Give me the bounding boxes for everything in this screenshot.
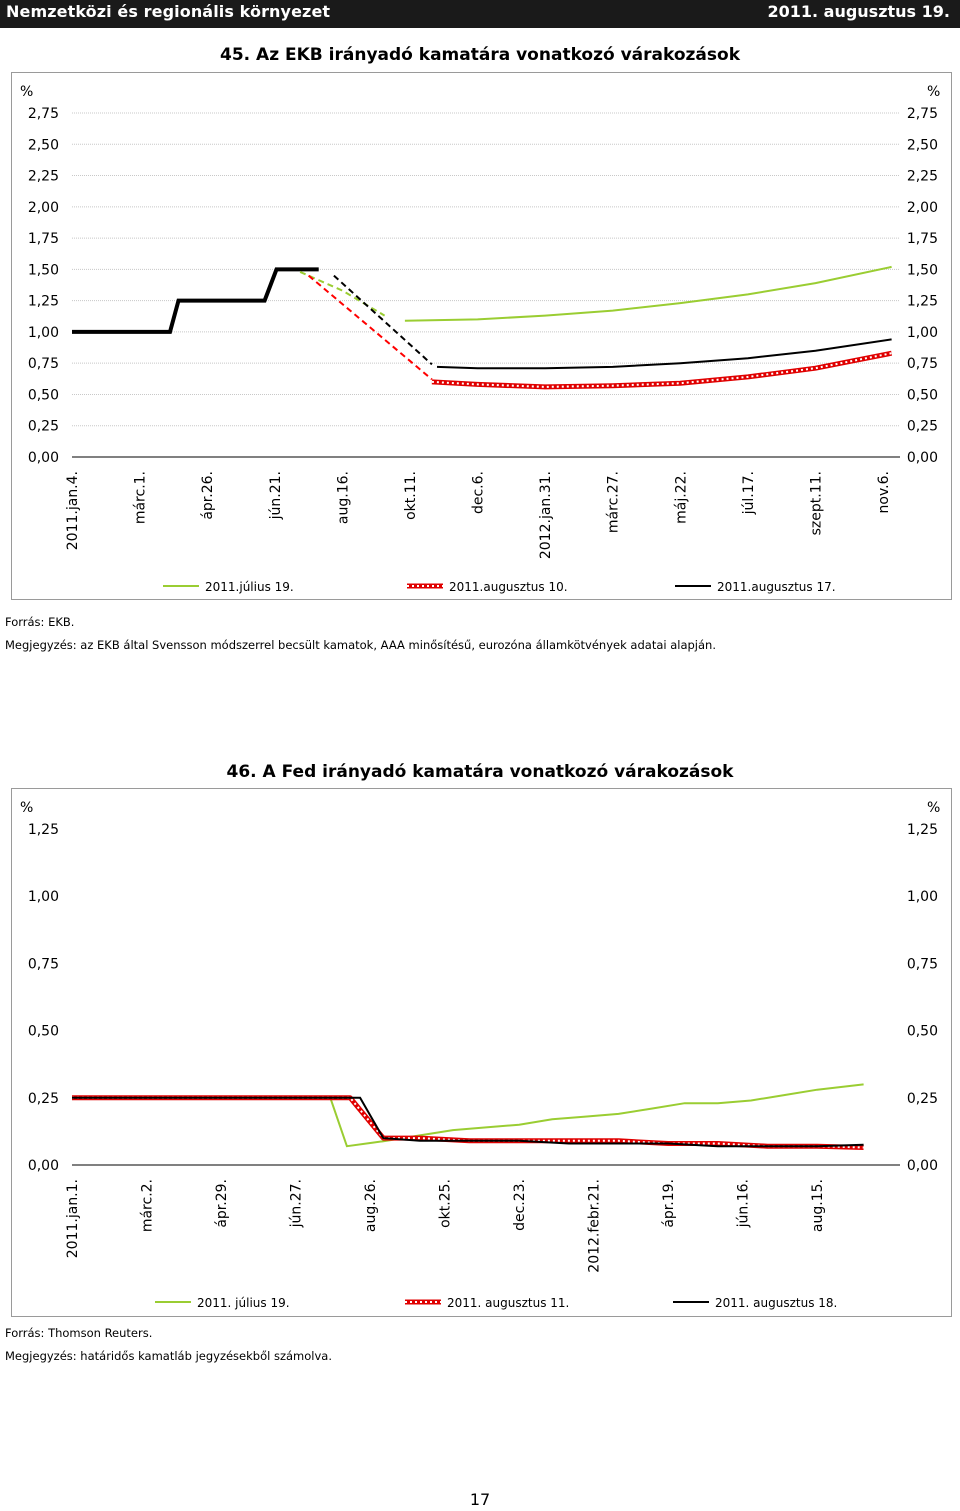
chart45-y-unit: % xyxy=(20,84,33,100)
page-header: Nemzetközi és regionális környezet 2011.… xyxy=(0,0,960,28)
chart46-x-tick-label: jún.16. xyxy=(736,1179,752,1228)
chart45-y-tick-label-right: 1,00 xyxy=(907,325,938,341)
chart46-x-tick-label: ápr.29. xyxy=(214,1179,230,1228)
chart45-y-tick-label: 1,75 xyxy=(28,231,59,247)
chart45-y-unit-right: % xyxy=(927,84,940,100)
chart45-y-tick-label: 2,00 xyxy=(28,200,59,216)
chart45-y-tick-label-right: 2,00 xyxy=(907,200,938,216)
chart45-x-tick-label: 2012.jan.31. xyxy=(538,471,554,559)
chart45-legend-label: 2011.július 19. xyxy=(205,580,294,594)
chart45-x-tick-label: szept.11. xyxy=(809,471,825,535)
chart46-title: 46. A Fed irányadó kamatára vonatkozó vá… xyxy=(226,762,734,782)
section-title: Nemzetközi és regionális környezet xyxy=(6,2,331,21)
chart46-y-tick-label-right: 0,00 xyxy=(907,1158,938,1174)
chart46-y-tick-label-right: 0,75 xyxy=(907,956,938,972)
chart46-legend-label: 2011. augusztus 18. xyxy=(715,1296,837,1310)
chart46-legend-label: 2011. augusztus 11. xyxy=(447,1296,569,1310)
chart45-series-line xyxy=(436,338,892,370)
chart45-x-tick-label: máj.22. xyxy=(673,471,689,524)
chart45-series-line xyxy=(404,265,892,322)
chart45-policy-rate-line xyxy=(72,267,319,334)
chart46-series-line xyxy=(72,1096,864,1148)
chart46-y-tick-label: 0,50 xyxy=(28,1024,59,1040)
chart46-y-unit-right: % xyxy=(927,800,940,816)
chart45-y-tick-label: 0,25 xyxy=(28,419,59,435)
chart45-y-tick-label-right: 0,75 xyxy=(907,356,938,372)
chart45-x-tick-label: dec.6. xyxy=(471,471,487,514)
chart46-y-tick-label: 0,00 xyxy=(28,1158,59,1174)
chart46-x-tick-label: okt.25. xyxy=(438,1179,454,1228)
chart46-x-tick-label: 2011.jan.1. xyxy=(65,1179,81,1258)
chart45-x-tick-label: nov.6. xyxy=(876,471,892,513)
chart45-frame xyxy=(11,72,952,600)
chart45-series-line-dashed xyxy=(333,274,433,366)
chart45-y-tick-label-right: 0,25 xyxy=(907,419,938,435)
chart45-y-tick-label-right: 0,00 xyxy=(907,450,938,466)
chart45-x-tick-label: okt.11. xyxy=(403,471,419,520)
chart45-legend-label: 2011.augusztus 17. xyxy=(717,580,836,594)
chart45-y-tick-label-right: 1,50 xyxy=(907,262,938,278)
chart45-x-tick-label: 2011.jan.4. xyxy=(65,471,81,550)
chart45-x-tick-label: júl.17. xyxy=(741,471,757,515)
chart46-y-tick-label-right: 1,00 xyxy=(907,889,938,905)
chart46-x-tick-label: ápr.19. xyxy=(661,1179,677,1228)
chart45-x-tick-label: márc.1. xyxy=(133,471,149,524)
chart45-x-tick-label: aug.16. xyxy=(335,471,351,524)
chart45-y-tick-label-right: 0,50 xyxy=(907,387,938,403)
chart45-y-tick-label: 2,25 xyxy=(28,169,59,185)
chart46-x-tick-label: aug.15. xyxy=(810,1179,826,1232)
chart45-y-tick-label-right: 2,75 xyxy=(907,106,938,122)
chart45-y-tick-label: 0,75 xyxy=(28,356,59,372)
chart45-y-tick-label-right: 1,25 xyxy=(907,294,938,310)
chart45-series-line-dashed xyxy=(307,274,433,381)
chart46-y-tick-label-right: 0,25 xyxy=(907,1091,938,1107)
chart46-y-tick-label: 0,75 xyxy=(28,956,59,972)
chart46-x-tick-label: dec.23. xyxy=(512,1179,528,1231)
chart46-y-tick-label: 0,25 xyxy=(28,1091,59,1107)
chart45-legend-label: 2011.augusztus 10. xyxy=(449,580,568,594)
chart46-y-unit: % xyxy=(20,800,33,816)
chart46-frame xyxy=(11,788,952,1317)
chart46-x-tick-label: aug.26. xyxy=(363,1179,379,1232)
chart45-y-tick-label: 0,00 xyxy=(28,450,59,466)
page-number: 17 xyxy=(469,1490,491,1509)
chart46-y-tick-label: 1,25 xyxy=(28,822,59,838)
chart46-x-tick-label: jún.27. xyxy=(289,1179,305,1228)
chart45-x-tick-label: jún.21. xyxy=(268,471,284,520)
chart46-series-line xyxy=(72,1083,864,1148)
chart46-plot: 0,00 0,00 0,25 0,25 0,50 0,50 0,75 0,75 1,00 1,00… xyxy=(20,800,940,1310)
chart45-y-tick-label: 0,50 xyxy=(28,387,59,403)
chart45-series-line xyxy=(431,350,893,390)
chart45-y-tick-label: 1,00 xyxy=(28,325,59,341)
chart45-x-tick-label: márc.27. xyxy=(606,471,622,533)
chart45-y-tick-label: 1,50 xyxy=(28,262,59,278)
chart45-y-tick-label: 2,50 xyxy=(28,137,59,153)
chart46-note: Megjegyzés: határidős kamatláb jegyzések… xyxy=(5,1349,332,1363)
chart46-legend-label: 2011. július 19. xyxy=(197,1296,290,1310)
chart45-note: Megjegyzés: az EKB által Svensson módsze… xyxy=(5,638,716,652)
chart45-y-tick-label: 2,75 xyxy=(28,106,59,122)
chart45-plot: 0,00 0,00 0,25 0,25 0,50 0,50 0,75 0,75 1,00 1,00… xyxy=(20,84,940,594)
header-date: 2011. augusztus 19. xyxy=(767,2,950,21)
chart46-x-tick-label: márc.2. xyxy=(140,1179,156,1232)
chart46-y-tick-label: 1,00 xyxy=(28,889,59,905)
chart45-title: 45. Az EKB irányadó kamatára vonatkozó v… xyxy=(220,45,740,65)
chart46-x-tick-label: 2012.febr.21. xyxy=(587,1179,603,1273)
chart46-y-tick-label-right: 0,50 xyxy=(907,1024,938,1040)
chart45-x-tick-label: ápr.26. xyxy=(200,471,216,520)
chart46-source: Forrás: Thomson Reuters. xyxy=(5,1326,153,1340)
chart45-series-line-dashed xyxy=(299,270,386,317)
chart45-y-tick-label: 1,25 xyxy=(28,294,59,310)
chart46-y-tick-label-right: 1,25 xyxy=(907,822,938,838)
chart45-y-tick-label-right: 1,75 xyxy=(907,231,938,247)
chart45-y-tick-label-right: 2,50 xyxy=(907,137,938,153)
chart45-source: Forrás: EKB. xyxy=(5,615,75,629)
chart45-y-tick-label-right: 2,25 xyxy=(907,169,938,185)
